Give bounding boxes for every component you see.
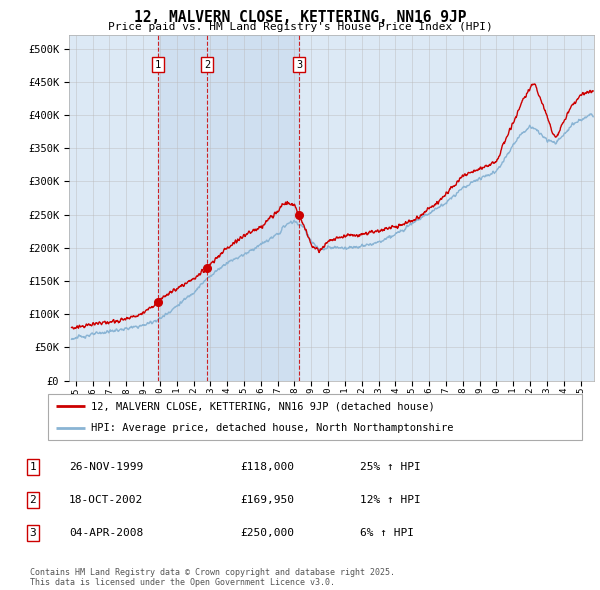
Text: 3: 3 [296,60,302,70]
Bar [158,35,299,381]
Text: 12, MALVERN CLOSE, KETTERING, NN16 9JP (detached house): 12, MALVERN CLOSE, KETTERING, NN16 9JP (… [91,401,434,411]
Text: £169,950: £169,950 [240,496,294,505]
Text: 3: 3 [29,529,37,538]
Text: 2: 2 [29,496,37,505]
Text: 1: 1 [29,463,37,472]
Text: £118,000: £118,000 [240,463,294,472]
Text: 04-APR-2008: 04-APR-2008 [69,529,143,538]
Text: 12, MALVERN CLOSE, KETTERING, NN16 9JP: 12, MALVERN CLOSE, KETTERING, NN16 9JP [134,10,466,25]
Text: £250,000: £250,000 [240,529,294,538]
Text: Contains HM Land Registry data © Crown copyright and database right 2025.
This d: Contains HM Land Registry data © Crown c… [30,568,395,587]
Text: HPI: Average price, detached house, North Northamptonshire: HPI: Average price, detached house, Nort… [91,423,453,433]
FancyBboxPatch shape [48,394,582,440]
Text: 6% ↑ HPI: 6% ↑ HPI [360,529,414,538]
Text: 25% ↑ HPI: 25% ↑ HPI [360,463,421,472]
Text: 1: 1 [155,60,161,70]
Text: 26-NOV-1999: 26-NOV-1999 [69,463,143,472]
Text: 12% ↑ HPI: 12% ↑ HPI [360,496,421,505]
Text: Price paid vs. HM Land Registry's House Price Index (HPI): Price paid vs. HM Land Registry's House … [107,22,493,32]
Text: 18-OCT-2002: 18-OCT-2002 [69,496,143,505]
Text: 2: 2 [204,60,210,70]
